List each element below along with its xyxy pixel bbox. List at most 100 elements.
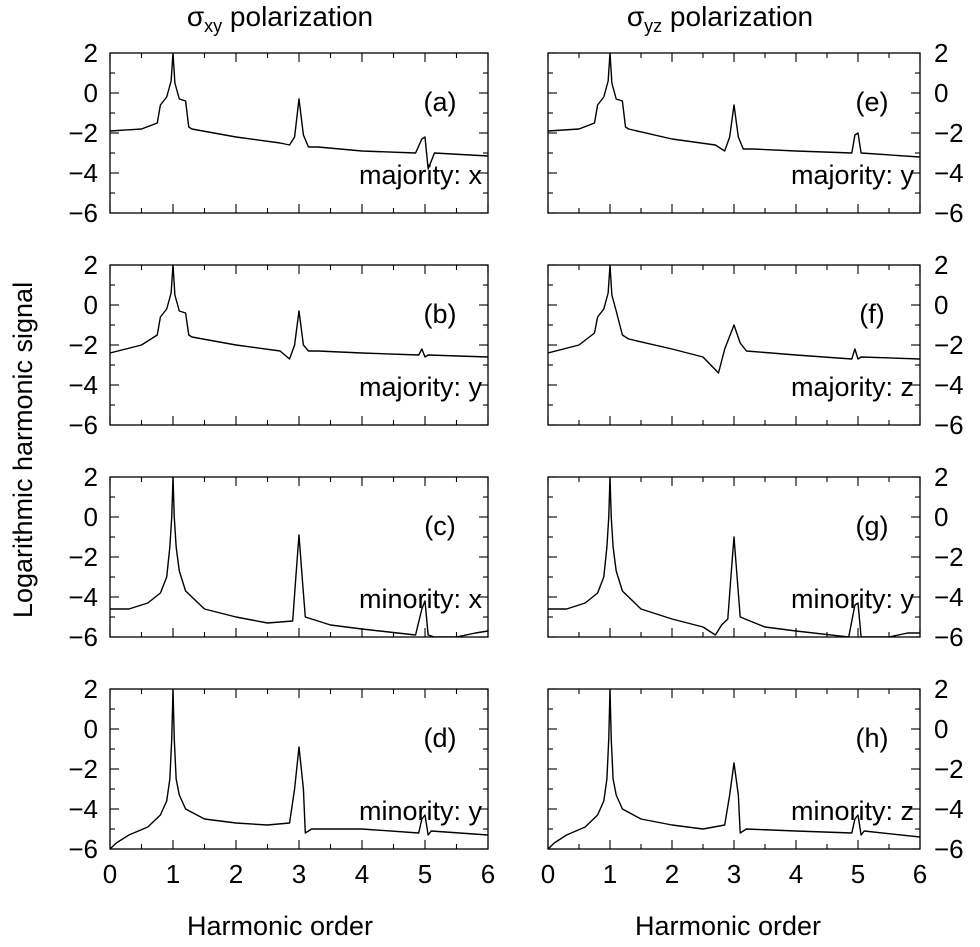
panel-h-ytick-label: −2 [934, 754, 964, 784]
panel-g-ytick-label: −4 [934, 582, 964, 612]
panel-e-ytick-label: −4 [934, 158, 964, 188]
panel-a-ytick-label: −6 [68, 198, 98, 228]
panel-d-xtick-label: 0 [103, 859, 117, 889]
panel-a-ytick-label: −2 [68, 118, 98, 148]
col-title-left-symbol: σ [187, 1, 204, 32]
panel-e-ytick-label: 2 [934, 38, 948, 68]
panel-d-xtick-label: 1 [166, 859, 180, 889]
panel-g: 2 0 −2 −4 −6 (g) minority: y [547, 462, 964, 652]
panel-b-series-line [110, 265, 488, 360]
panel-a-ytick-label: −4 [68, 158, 98, 188]
panel-h-letter: (h) [856, 723, 889, 753]
panel-c-letter: (c) [424, 511, 455, 541]
panel-c-ytick-label: −6 [68, 622, 98, 652]
panel-d-xtick-label: 4 [355, 859, 369, 889]
panel-h: 2 0 −2 −4 −6 0 1 2 3 4 5 6 (h) minority: z [541, 674, 964, 889]
x-axis-label-right: Harmonic order [635, 911, 821, 941]
panel-g-ytick-label: −2 [934, 542, 964, 572]
panel-b-ytick-label: 0 [84, 290, 98, 320]
panel-b: 2 0 −2 −4 −6 (b) majority: y [68, 250, 489, 440]
panel-f-caption: majority: z [791, 372, 914, 402]
y-axis-label: Logarithmic harmonic signal [8, 282, 38, 618]
panel-f-letter: (f) [859, 299, 884, 329]
panel-h-caption: minority: z [791, 796, 914, 826]
panel-h-xtick-label: 5 [851, 859, 865, 889]
panel-b-ytick-label: −6 [68, 410, 98, 440]
panel-g-ytick-label: −6 [934, 622, 964, 652]
panel-c: 2 0 −2 −4 −6 (c) minority: x [68, 462, 489, 652]
panel-d-ytick-label: −6 [68, 834, 98, 864]
panel-f-ytick-label: 0 [934, 290, 948, 320]
panel-d-series-line [110, 689, 488, 849]
x-axis-label-left: Harmonic order [187, 911, 373, 941]
panel-f: 2 0 −2 −4 −6 (f) majority: z [547, 250, 964, 440]
panel-d-ytick-label: 2 [84, 674, 98, 704]
panel-h-xtick-label: 2 [665, 859, 679, 889]
panel-c-series-line [110, 477, 488, 637]
panel-d-xtick-label: 5 [418, 859, 432, 889]
panel-e: 2 0 −2 −4 −6 (e) majority: y [547, 38, 964, 228]
panel-a-ytick-label: 0 [84, 78, 98, 108]
panel-g-ytick-label: 0 [934, 502, 948, 532]
panel-c-ytick-label: −2 [68, 542, 98, 572]
panel-e-ytick-label: −2 [934, 118, 964, 148]
column-titles: σxy polarization σyz polarization [187, 1, 813, 36]
panel-f-ytick-label: 2 [934, 250, 948, 280]
panel-c-ytick-label: 2 [84, 462, 98, 492]
panel-h-ytick-label: −4 [934, 794, 964, 824]
panel-h-ytick-label: 0 [934, 714, 948, 744]
panel-f-ytick-label: −4 [934, 370, 964, 400]
panel-a-caption: majority: x [359, 160, 483, 190]
panel-e-ytick-label: 0 [934, 78, 948, 108]
panel-h-ytick-label: 2 [934, 674, 948, 704]
panels: 2 0 −2 −4 −6 (a) majority: x 2 0 −2 −4 −6 (b) majorit… [68, 38, 963, 889]
panel-h-xtick-label: 0 [541, 859, 555, 889]
col-title-left: σxy polarization [187, 1, 373, 36]
col-title-left-rest: polarization [222, 1, 373, 32]
panel-d-xtick-label: 2 [229, 859, 243, 889]
panel-c-caption: minority: x [359, 584, 483, 614]
panel-f-series-line [548, 265, 920, 374]
panel-g-series-line [548, 477, 920, 637]
panel-b-ytick-label: −2 [68, 330, 98, 360]
col-title-left-subscript: xy [204, 16, 222, 36]
panel-h-xtick-label: 4 [789, 859, 803, 889]
panel-g-letter: (g) [856, 511, 889, 541]
panel-h-xtick-label: 1 [603, 859, 617, 889]
panel-e-series-line [548, 53, 920, 158]
col-title-right: σyz polarization [627, 1, 813, 36]
panel-d-ytick-label: −4 [68, 794, 98, 824]
panel-d-xtick-label: 6 [481, 859, 495, 889]
panel-d-ytick-label: 0 [84, 714, 98, 744]
panel-h-xtick-label: 6 [913, 859, 927, 889]
panel-e-caption: majority: y [791, 160, 915, 190]
panel-c-ytick-label: −4 [68, 582, 98, 612]
col-title-right-rest: polarization [662, 1, 813, 32]
panel-f-ytick-label: −6 [934, 410, 964, 440]
panel-g-caption: minority: y [791, 584, 915, 614]
panel-d-ytick-label: −2 [68, 754, 98, 784]
panel-c-ytick-label: 0 [84, 502, 98, 532]
panel-a-series-line [110, 53, 488, 170]
panel-h-xtick-label: 3 [727, 859, 741, 889]
panel-b-letter: (b) [424, 299, 457, 329]
panel-a-ytick-label: 2 [84, 38, 98, 68]
panel-a-letter: (a) [424, 87, 457, 117]
panel-e-ytick-label: −6 [934, 198, 964, 228]
panel-g-ytick-label: 2 [934, 462, 948, 492]
panel-e-letter: (e) [856, 87, 889, 117]
panel-b-ytick-label: −4 [68, 370, 98, 400]
panel-f-ytick-label: −2 [934, 330, 964, 360]
panel-d-caption: minority: y [359, 796, 483, 826]
panel-h-ytick-label: −6 [934, 834, 964, 864]
panel-d: 20−2−4−60 1 2 3 4 5 6(d)minority: y [68, 674, 495, 889]
panel-h-series-line [548, 689, 920, 849]
col-title-right-subscript: yz [644, 16, 662, 36]
panel-d-letter: (d) [424, 723, 457, 753]
col-title-right-symbol: σ [627, 1, 644, 32]
panel-d-xtick-label: 3 [292, 859, 306, 889]
panel-b-caption: majority: y [359, 372, 483, 402]
panel-b-ytick-label: 2 [84, 250, 98, 280]
panel-a: 2 0 −2 −4 −6 (a) majority: x [68, 38, 489, 228]
